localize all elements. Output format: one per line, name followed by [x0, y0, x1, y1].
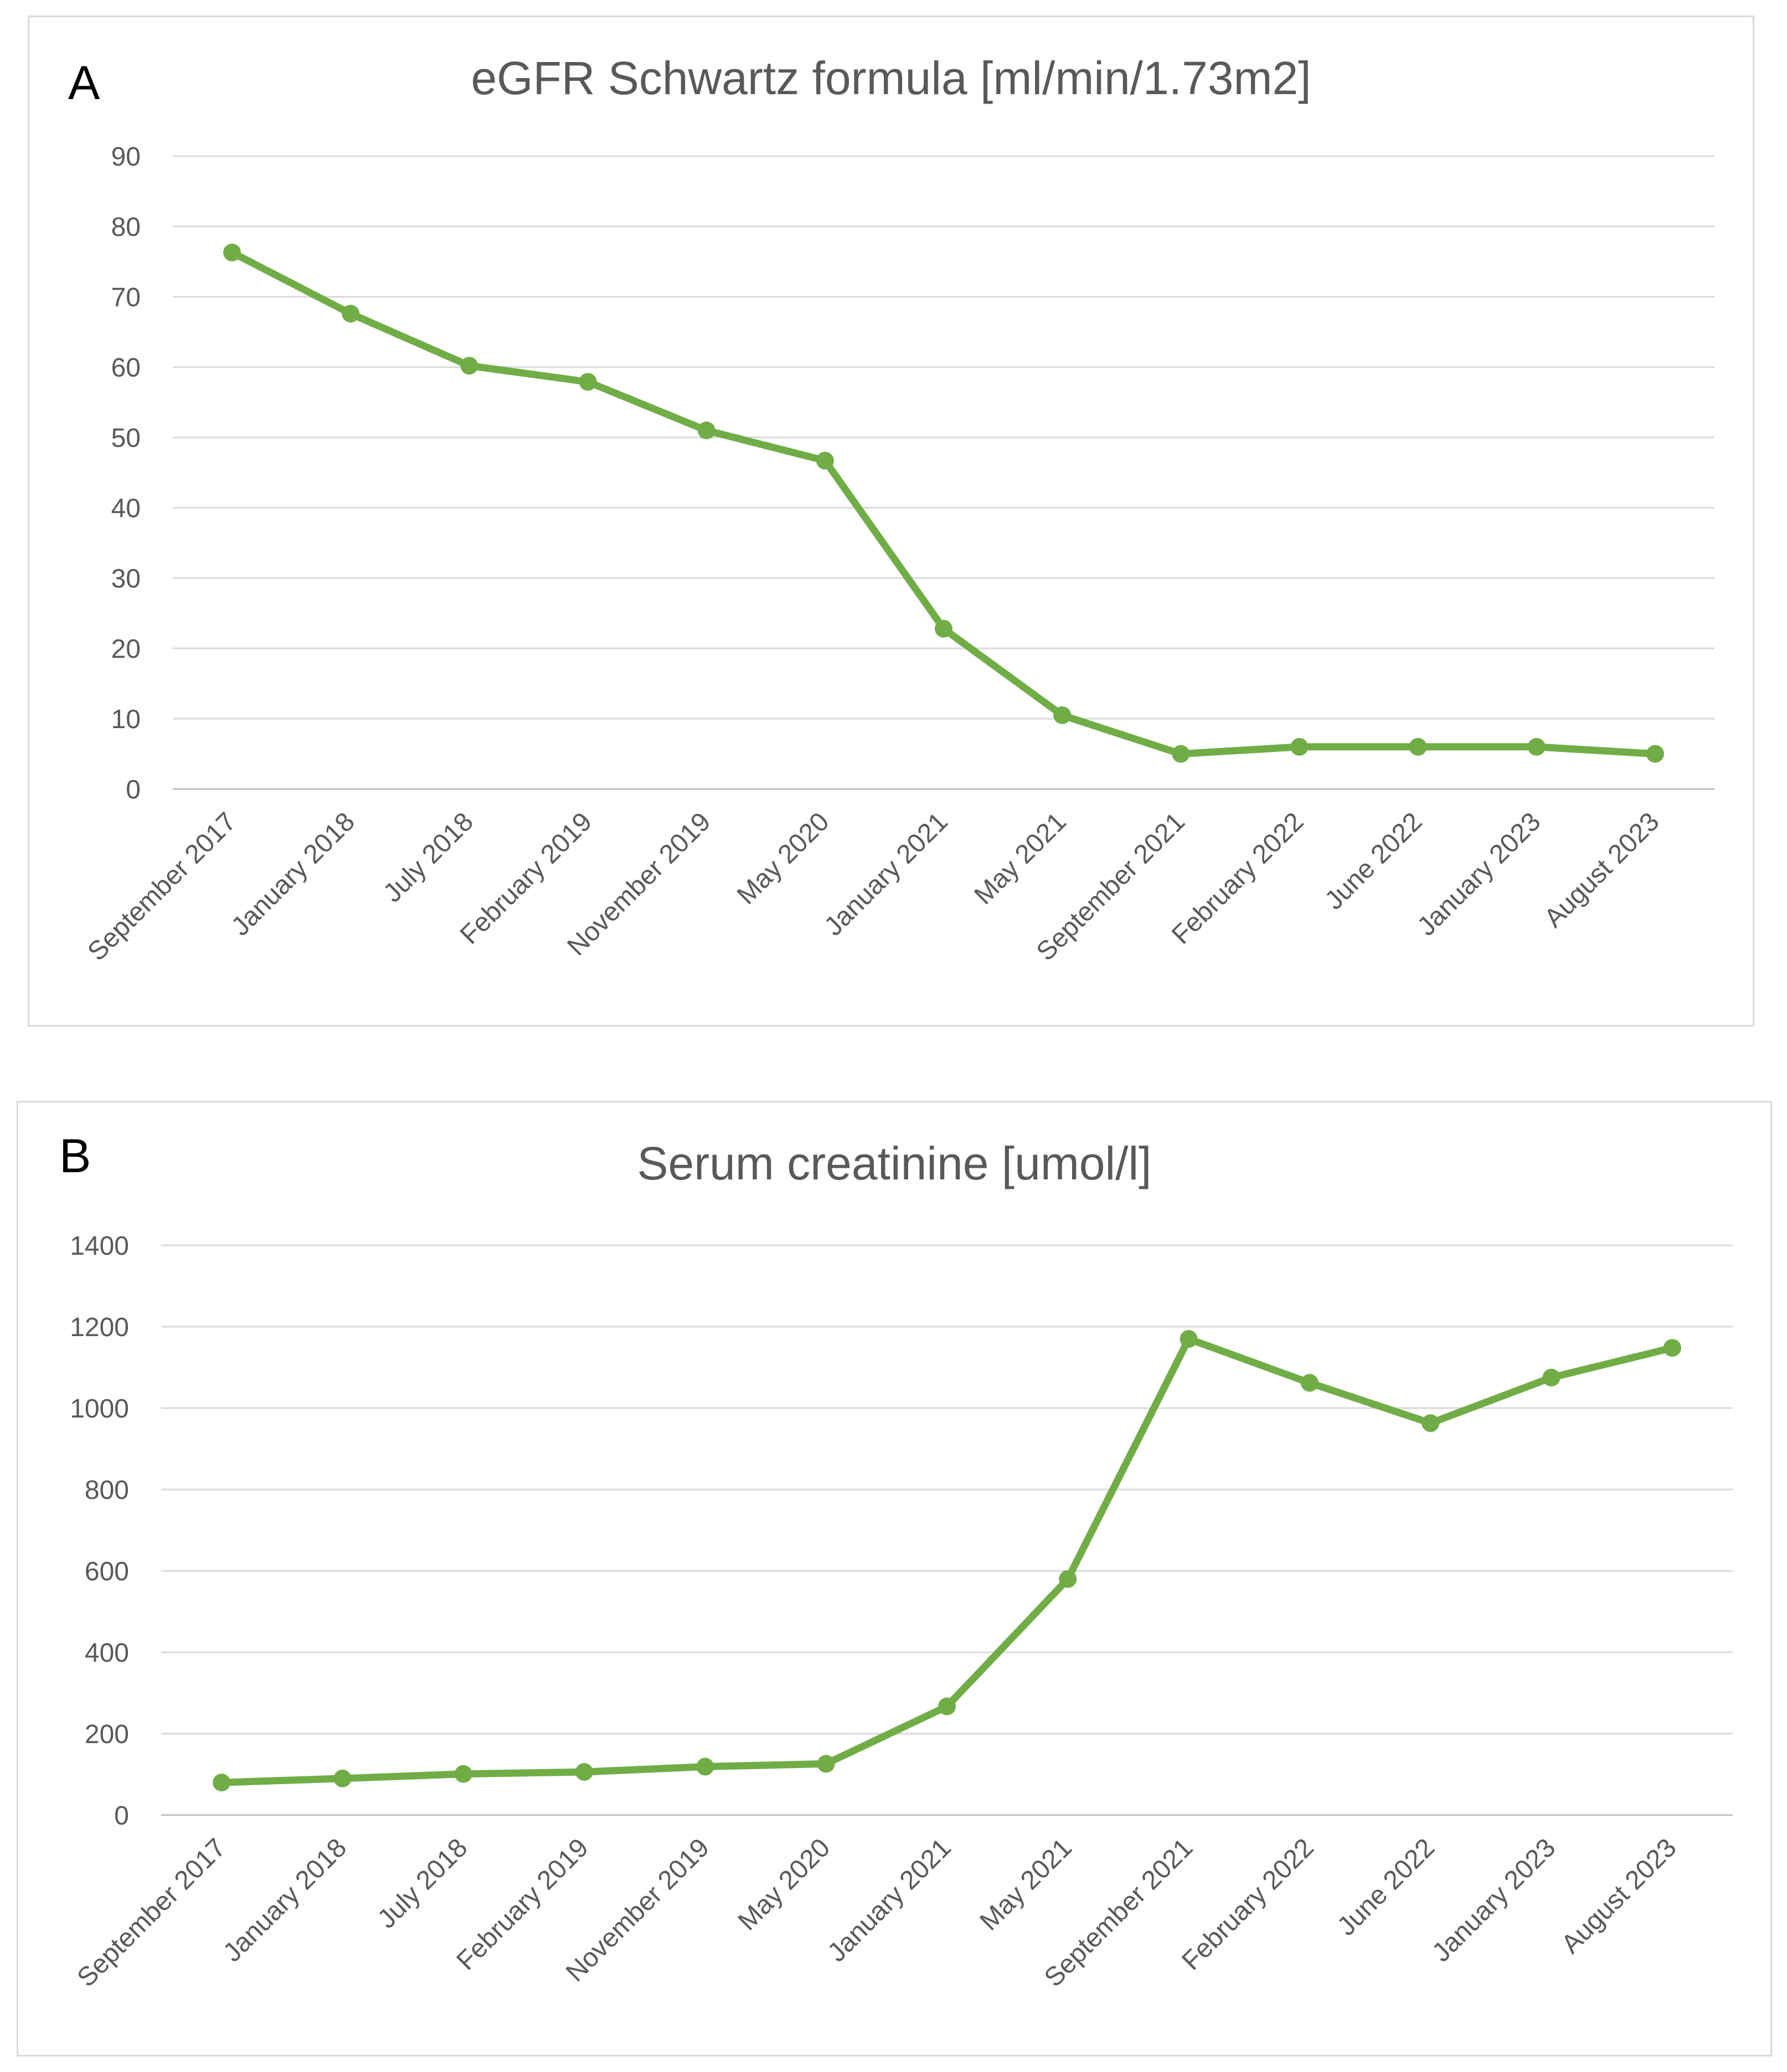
data-point: [816, 451, 834, 470]
x-tick-label: August 2023: [1556, 1833, 1682, 1959]
x-tick-label: June 2022: [1319, 807, 1428, 915]
data-point: [1300, 1374, 1319, 1392]
chart-panel-b: B Serum creatinine [umol/l] 0 200 400 600 80…: [17, 1101, 1772, 2056]
x-tick-label: January 2021: [819, 807, 954, 941]
chart-panel-a: A eGFR Schwartz formula [ml/min/1.73m2] …: [28, 16, 1754, 1027]
x-tick-label: September 2017: [71, 1833, 231, 1992]
data-point: [817, 1755, 835, 1773]
x-tick-label: January 2023: [1412, 807, 1546, 941]
data-point: [454, 1765, 472, 1783]
data-point: [696, 1757, 714, 1776]
x-tick-label: September 2017: [82, 807, 241, 966]
y-tick-label: 90: [111, 142, 141, 172]
y-tick-label: 1400: [70, 1231, 129, 1261]
data-point: [1180, 1330, 1198, 1348]
y-tick-label: 20: [111, 635, 141, 664]
data-point: [1646, 745, 1664, 763]
x-tick-label: June 2022: [1332, 1833, 1440, 1941]
x-tick-label: May 2021: [969, 807, 1072, 910]
x-tick-label: January 2018: [226, 807, 361, 941]
y-tick-label: 200: [85, 1720, 129, 1749]
data-point: [697, 421, 715, 440]
data-point: [213, 1774, 231, 1792]
panel-label-a: A: [68, 56, 100, 110]
y-tick-label: 40: [111, 494, 141, 523]
data-point: [460, 357, 478, 375]
y-tick-label: 1000: [70, 1394, 129, 1424]
data-point: [333, 1769, 352, 1787]
y-tick-label: 0: [114, 1801, 129, 1831]
y-tick-label: 50: [111, 424, 141, 453]
data-point: [1527, 738, 1546, 756]
panel-label-b: B: [59, 1130, 91, 1183]
y-tick-label: 30: [111, 564, 141, 594]
data-point: [579, 373, 597, 391]
x-tick-label: May 2021: [975, 1833, 1078, 1936]
chart-title-a: eGFR Schwartz formula [ml/min/1.73m2]: [471, 52, 1311, 104]
series-line: [228, 249, 1659, 757]
series-line: [218, 1335, 1676, 1786]
y-tick-label: 800: [85, 1476, 129, 1505]
y-tick-label: 70: [111, 283, 141, 312]
y-tick-label: 600: [85, 1557, 129, 1586]
x-tick-label: February 2022: [1176, 1833, 1319, 1976]
data-point: [1059, 1570, 1077, 1588]
data-point: [935, 620, 952, 638]
data-point: [1542, 1368, 1561, 1387]
data-point: [1409, 738, 1427, 756]
data-point: [1663, 1339, 1681, 1357]
y-tick-label: 60: [111, 353, 141, 383]
y-tick-label: 1200: [70, 1313, 129, 1342]
data-point: [1290, 738, 1309, 756]
data-point: [1172, 745, 1190, 763]
data-point: [342, 305, 360, 323]
data-point: [223, 243, 241, 261]
x-tick-label: May 2020: [732, 807, 835, 910]
y-tick-label: 400: [85, 1638, 129, 1668]
x-tick-label: January 2021: [822, 1833, 957, 1967]
chart-title-b: Serum creatinine [umol/l]: [637, 1137, 1152, 1189]
data-point: [1422, 1414, 1440, 1432]
x-tick-label: August 2023: [1539, 807, 1665, 933]
x-tick-label: July 2018: [378, 807, 479, 908]
y-tick-label: 80: [111, 213, 141, 242]
data-point: [575, 1763, 594, 1781]
x-tick-label: May 2020: [733, 1833, 836, 1936]
x-tick-label: July 2018: [372, 1833, 473, 1934]
data-point: [938, 1697, 956, 1715]
y-tick-label: 0: [126, 775, 141, 805]
data-point: [1053, 706, 1072, 724]
x-tick-label: January 2018: [218, 1833, 352, 1967]
y-tick-label: 10: [111, 705, 141, 734]
x-tick-label: January 2023: [1426, 1833, 1561, 1967]
